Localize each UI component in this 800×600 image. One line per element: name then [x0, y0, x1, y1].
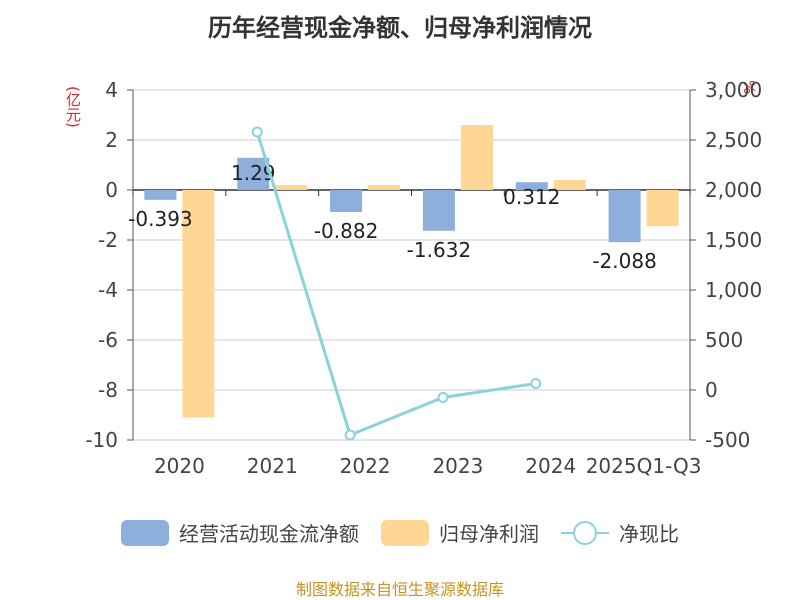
y-right-tick-label: 2,000	[705, 178, 762, 202]
y-right-tick-label: 3,000	[705, 78, 762, 102]
data-label-cash: -1.632	[407, 238, 471, 262]
x-category-label: 2025Q1-Q3	[586, 454, 702, 478]
bar-cash	[515, 182, 548, 190]
y-left-tick-label: -10	[85, 428, 118, 452]
y-right-tick-label: 1,000	[705, 278, 762, 302]
y-left-tick-label: -4	[98, 278, 118, 302]
y-left-tick-label: -8	[98, 378, 118, 402]
point-ratio	[251, 126, 263, 138]
y-left-tick-label: -2	[98, 228, 118, 252]
point-ratio	[344, 429, 356, 441]
data-label-cash: -0.882	[314, 219, 378, 243]
data-label-cash: 0.312	[503, 185, 560, 209]
y-right-tick-label: 1,500	[705, 228, 762, 252]
point-ratio	[530, 378, 542, 389]
data-label-cash: -0.393	[128, 207, 192, 231]
left-axis-unit: (亿元)	[64, 86, 82, 128]
x-category-label: 2020	[154, 454, 205, 478]
x-category-label: 2024	[525, 454, 576, 478]
legend-item-ratio[interactable]: 净现比	[561, 518, 679, 547]
y-left-tick-label: 2	[105, 128, 118, 152]
bar-cash	[608, 190, 641, 243]
bar-profit	[275, 185, 308, 190]
y-right-tick-label: 2,500	[705, 128, 762, 152]
bar-cash	[330, 190, 363, 213]
legend-item-cash[interactable]: 经营活动现金流净额	[121, 518, 359, 547]
legend-swatch-cash	[121, 519, 169, 546]
chart-title: 历年经营现金净额、归母净利润情况	[208, 14, 592, 42]
bar-cash	[237, 157, 270, 190]
bar-cash	[422, 190, 455, 231]
y-right-tick-label: 0	[705, 378, 718, 402]
legend-swatch-ratio	[561, 520, 609, 546]
legend-label-profit: 归母净利润	[439, 522, 539, 546]
bar-profit	[182, 190, 215, 418]
x-category-label: 2021	[247, 454, 298, 478]
legend-swatch-profit	[381, 519, 429, 546]
y-right-tick-label: -500	[705, 428, 750, 452]
bar-profit	[460, 125, 493, 190]
chart-canvas: 4 2 0 -2 -4 -6 -8 -10 3,000 2,500 2,000 1,500 1,000 5…	[85, 78, 762, 478]
x-category-label: 2022	[340, 454, 391, 478]
point-ratio	[437, 392, 449, 403]
bar-profit	[553, 180, 586, 190]
source-note: 制图数据来自恒生聚源数据库	[295, 580, 504, 599]
bar-profit	[646, 190, 679, 227]
line-ratio	[255, 131, 536, 438]
y-left-tick-label: 0	[105, 178, 118, 202]
y-left-tick-label: -6	[98, 328, 118, 352]
y-left-tick-label: 4	[105, 78, 118, 102]
y-right-tick-label: 500	[705, 328, 743, 352]
legend-item-profit[interactable]: 归母净利润	[381, 518, 539, 547]
legend-label-ratio: 净现比	[619, 522, 679, 546]
bar-profit	[368, 185, 401, 190]
legend-label-cash: 经营活动现金流净额	[179, 522, 359, 546]
bar-cash	[144, 190, 177, 200]
data-label-cash: -2.088	[592, 249, 656, 273]
x-category-label: 2023	[432, 454, 483, 478]
legend: 经营活动现金流净额 归母净利润 净现比	[0, 518, 800, 547]
